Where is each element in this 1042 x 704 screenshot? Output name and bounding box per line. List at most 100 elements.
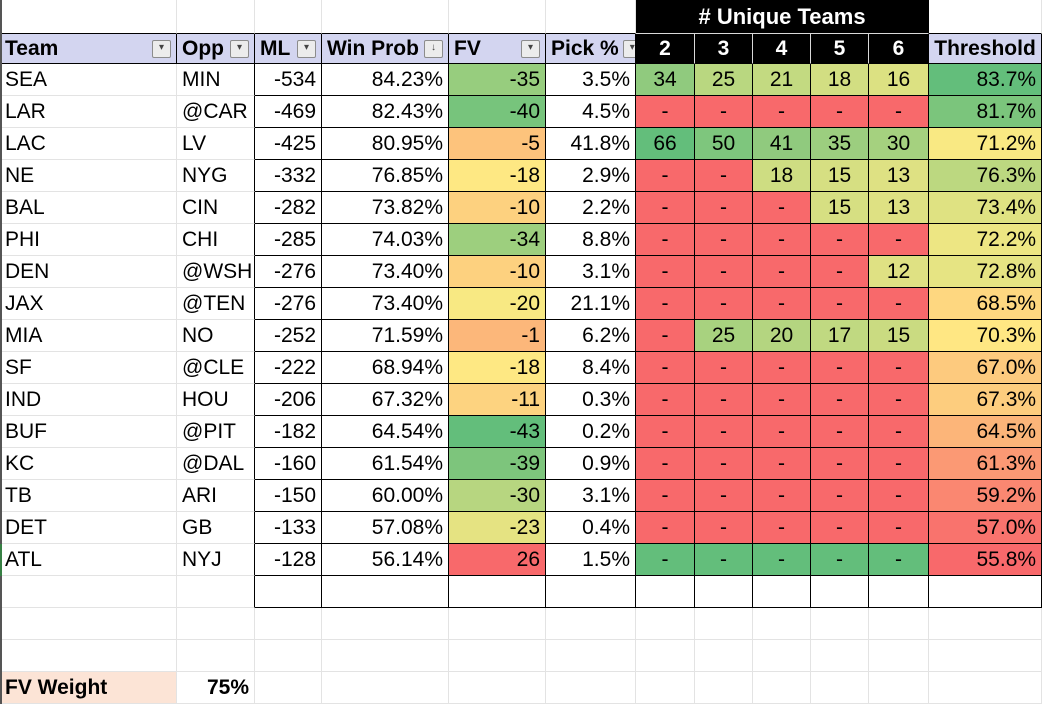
filter-dropdown-icon[interactable]: ▾ — [297, 39, 316, 58]
fv-weight-label[interactable]: FV Weight — [0, 672, 177, 704]
empty-cell[interactable] — [869, 576, 930, 608]
cell-threshold[interactable]: 71.2% — [929, 128, 1042, 160]
cell-win-prob[interactable]: 73.40% — [322, 288, 449, 320]
cell-fv[interactable]: -5 — [449, 128, 546, 160]
cell-unique-5[interactable]: - — [811, 480, 869, 512]
cell-unique-3[interactable]: - — [695, 192, 753, 224]
empty-cell[interactable] — [546, 576, 636, 608]
cell-pick-pct[interactable]: 2.2% — [546, 192, 636, 224]
cell-opp[interactable]: MIN — [177, 64, 255, 96]
empty-cell[interactable] — [753, 608, 811, 640]
cell-ml[interactable]: -332 — [255, 160, 322, 192]
cell-unique-2[interactable]: 34 — [636, 64, 695, 96]
cell-unique-6[interactable]: - — [869, 352, 930, 384]
col-header-opp[interactable]: Opp ▾ — [177, 34, 255, 64]
empty-cell[interactable] — [177, 640, 255, 672]
cell-unique-5[interactable]: 35 — [811, 128, 869, 160]
empty-cell[interactable] — [0, 640, 177, 672]
cell-unique-4[interactable]: - — [753, 192, 811, 224]
cell-unique-6[interactable]: - — [869, 96, 930, 128]
cell-unique-2[interactable]: - — [636, 288, 695, 320]
empty-cell[interactable] — [695, 576, 753, 608]
cell-win-prob[interactable]: 84.23% — [322, 64, 449, 96]
cell-unique-3[interactable]: - — [695, 544, 753, 576]
cell-unique-4[interactable]: - — [753, 480, 811, 512]
cell-opp[interactable]: NO — [177, 320, 255, 352]
cell-ml[interactable]: -206 — [255, 384, 322, 416]
cell-opp[interactable]: CHI — [177, 224, 255, 256]
cell-team[interactable]: SEA — [0, 64, 177, 96]
empty-cell[interactable] — [929, 672, 1042, 704]
cell-unique-6[interactable]: - — [869, 512, 930, 544]
cell-ml[interactable]: -222 — [255, 352, 322, 384]
cell-opp[interactable]: @CLE — [177, 352, 255, 384]
col-header-unique-3[interactable]: 3 — [695, 34, 753, 64]
cell-ml[interactable]: -276 — [255, 256, 322, 288]
cell-team[interactable]: NE — [0, 160, 177, 192]
empty-cell[interactable] — [929, 0, 1042, 34]
cell-opp[interactable]: ARI — [177, 480, 255, 512]
cell-team[interactable]: DEN — [0, 256, 177, 288]
cell-unique-3[interactable]: - — [695, 96, 753, 128]
cell-fv[interactable]: -40 — [449, 96, 546, 128]
cell-ml[interactable]: -276 — [255, 288, 322, 320]
col-header-ml[interactable]: ML ▾ — [255, 34, 322, 64]
cell-unique-5[interactable]: - — [811, 256, 869, 288]
cell-win-prob[interactable]: 71.59% — [322, 320, 449, 352]
cell-opp[interactable]: @CAR — [177, 96, 255, 128]
cell-fv[interactable]: -34 — [449, 224, 546, 256]
cell-threshold[interactable]: 59.2% — [929, 480, 1042, 512]
cell-win-prob[interactable]: 76.85% — [322, 160, 449, 192]
cell-fv[interactable]: -10 — [449, 256, 546, 288]
cell-ml[interactable]: -150 — [255, 480, 322, 512]
cell-unique-4[interactable]: - — [753, 96, 811, 128]
cell-unique-2[interactable]: - — [636, 352, 695, 384]
cell-pick-pct[interactable]: 1.5% — [546, 544, 636, 576]
cell-fv[interactable]: -20 — [449, 288, 546, 320]
cell-pick-pct[interactable]: 41.8% — [546, 128, 636, 160]
filter-dropdown-icon[interactable]: ▾ — [152, 39, 171, 58]
cell-win-prob[interactable]: 82.43% — [322, 96, 449, 128]
empty-cell[interactable] — [695, 640, 753, 672]
empty-cell[interactable] — [811, 576, 869, 608]
cell-fv[interactable]: -43 — [449, 416, 546, 448]
empty-cell[interactable] — [929, 640, 1042, 672]
cell-unique-3[interactable]: - — [695, 352, 753, 384]
cell-unique-2[interactable]: - — [636, 192, 695, 224]
cell-unique-4[interactable]: - — [753, 288, 811, 320]
cell-opp[interactable]: @DAL — [177, 448, 255, 480]
col-header-unique-6[interactable]: 6 — [869, 34, 930, 64]
cell-threshold[interactable]: 67.3% — [929, 384, 1042, 416]
cell-unique-3[interactable]: 25 — [695, 64, 753, 96]
cell-unique-4[interactable]: - — [753, 416, 811, 448]
cell-threshold[interactable]: 61.3% — [929, 448, 1042, 480]
empty-cell[interactable] — [753, 640, 811, 672]
empty-cell[interactable] — [636, 640, 695, 672]
cell-unique-6[interactable]: 12 — [869, 256, 930, 288]
cell-unique-6[interactable]: - — [869, 480, 930, 512]
col-header-win-prob[interactable]: Win Prob ↓ — [322, 34, 449, 64]
cell-threshold[interactable]: 83.7% — [929, 64, 1042, 96]
cell-unique-4[interactable]: 20 — [753, 320, 811, 352]
cell-unique-2[interactable]: - — [636, 160, 695, 192]
cell-unique-4[interactable]: - — [753, 224, 811, 256]
cell-unique-4[interactable]: - — [753, 384, 811, 416]
empty-cell[interactable] — [322, 0, 449, 34]
cell-unique-2[interactable]: - — [636, 448, 695, 480]
cell-unique-6[interactable]: - — [869, 544, 930, 576]
cell-unique-5[interactable]: - — [811, 384, 869, 416]
cell-unique-3[interactable]: - — [695, 224, 753, 256]
empty-cell[interactable] — [177, 576, 255, 608]
cell-fv[interactable]: -18 — [449, 352, 546, 384]
cell-pick-pct[interactable]: 0.4% — [546, 512, 636, 544]
cell-team[interactable]: JAX — [0, 288, 177, 320]
cell-unique-4[interactable]: - — [753, 448, 811, 480]
cell-threshold[interactable]: 68.5% — [929, 288, 1042, 320]
cell-unique-4[interactable]: - — [753, 512, 811, 544]
empty-cell[interactable] — [255, 576, 322, 608]
cell-unique-3[interactable]: 25 — [695, 320, 753, 352]
empty-cell[interactable] — [255, 0, 322, 34]
col-header-unique-2[interactable]: 2 — [636, 34, 695, 64]
filter-dropdown-icon[interactable]: ▾ — [622, 39, 635, 58]
cell-unique-5[interactable]: 15 — [811, 192, 869, 224]
